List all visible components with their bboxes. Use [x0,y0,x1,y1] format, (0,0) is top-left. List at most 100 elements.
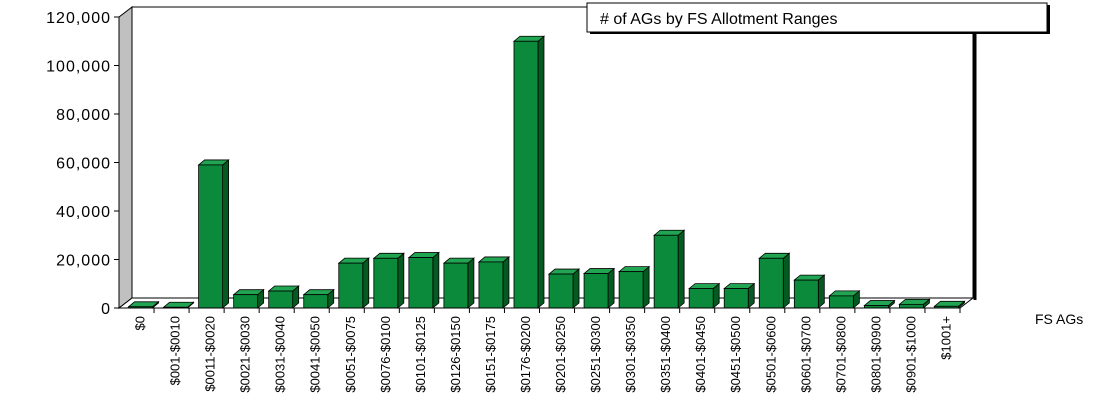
chart-title-box: # of AGs by FS Allotment Ranges [586,2,1050,34]
bar-side [782,252,790,309]
bar-top [617,266,651,273]
x-tick-label: $0031-$0040 [273,316,288,393]
bar-side [362,257,370,309]
x-tick-label: $1001+ [938,316,953,360]
bar-side [537,35,545,309]
chart-title: # of AGs by FS Allotment Ranges [600,11,837,28]
bar-top [372,252,405,259]
x-tick-label: $0101-$0125 [413,316,428,393]
bar-side [572,268,580,309]
y-tick-label: 100,000 [46,59,111,76]
y-tick-label: 120,000 [46,10,111,27]
bar-side [467,257,475,309]
bar-front [513,40,539,309]
bar [863,299,896,309]
bar-top [512,35,546,42]
bar-front [618,271,644,309]
bar [828,290,861,309]
bar [302,288,335,309]
bar-side [817,274,825,309]
bar-front [653,234,679,309]
bar-top [898,298,931,305]
bar-top [723,283,756,290]
bar-front [688,288,714,309]
bar [547,268,581,309]
back-wall [131,6,974,299]
bar-top [793,274,826,281]
bar-top [302,289,335,296]
x-tick-label: $0126-$0150 [448,316,463,393]
y-tick-label: 40,000 [56,204,111,221]
side-wall [118,5,133,310]
bar [337,257,370,309]
bar-front [373,257,399,309]
bar-top [863,300,896,306]
bar-front [758,257,784,309]
bar-top [758,252,791,259]
bar-front [478,261,504,309]
x-tick-label: $0801-$0900 [868,316,883,393]
x-tick-label: $0051-$0075 [343,316,358,393]
x-tick-label: $0076-$0100 [378,316,393,393]
bar-front [583,273,609,309]
bar-top [127,301,160,308]
series-label: FS AGs [1035,311,1083,327]
bar-side [677,229,685,309]
x-tick-label: $0401-$0450 [693,316,708,393]
bar-front [723,288,749,309]
bar-top [442,257,476,264]
bar [758,252,791,309]
x-tick-label: $0201-$0250 [553,316,568,393]
bar [582,267,616,309]
bar-top [337,257,370,264]
x-tick-label: $0351-$0400 [658,316,673,393]
bar [793,274,826,309]
bar [442,257,476,309]
bar-top [232,289,265,296]
bar-side [502,256,510,309]
bar [688,282,721,309]
x-tick-label: $0 [133,316,148,330]
bar [723,282,756,309]
bar-front [443,262,469,309]
bar [477,256,511,309]
bar-side [607,267,615,309]
bar-top [477,256,511,263]
bar-front [233,294,259,309]
y-tick-label: 60,000 [56,156,111,173]
bar [127,300,160,309]
bar [197,159,230,309]
bar [933,300,966,309]
bar [232,288,265,309]
bar-front [303,294,329,309]
x-tick-label: $0601-$0700 [798,316,813,393]
bar-front [408,257,434,309]
bar-front [793,279,819,309]
bar-top [653,229,686,236]
x-tick-label: $0501-$0600 [763,316,778,393]
bar-top [828,290,861,297]
title-box-frame [586,2,1048,33]
x-tick-label: $0451-$0500 [728,316,743,393]
bar-top [197,159,230,166]
bar-front [198,164,224,309]
bar [267,285,300,309]
bar-top [162,301,195,308]
x-axis: $0 $001-$0010 $0011-$0020 $0021-$0030 $0031-… [119,307,961,393]
bar-side [642,265,650,309]
bar-top [547,268,581,275]
bar-top [267,285,300,292]
bar-front [828,295,854,309]
bar-top [582,268,616,274]
bar [653,229,686,309]
bar-front [899,303,924,309]
bar [407,251,440,309]
bar [512,35,546,309]
bar [162,301,195,309]
bar-front [268,290,294,309]
x-tick-label: $0041-$0050 [308,316,323,393]
x-tick-label: $0021-$0030 [238,316,253,393]
x-tick-label: $0251-$0300 [588,316,603,393]
x-tick-label: $0176-$0200 [518,316,533,393]
